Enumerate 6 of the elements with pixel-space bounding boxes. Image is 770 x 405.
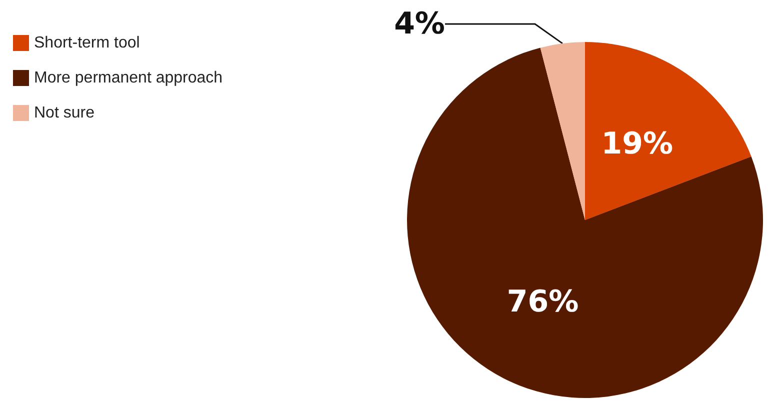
legend-label: Not sure [34, 104, 95, 122]
data-label: 4% [394, 6, 445, 42]
legend-label: Short-term tool [34, 34, 140, 52]
legend-label: More permanent approach [34, 70, 223, 86]
data-label: 76% [506, 284, 579, 320]
data-label: 19% [601, 126, 674, 162]
